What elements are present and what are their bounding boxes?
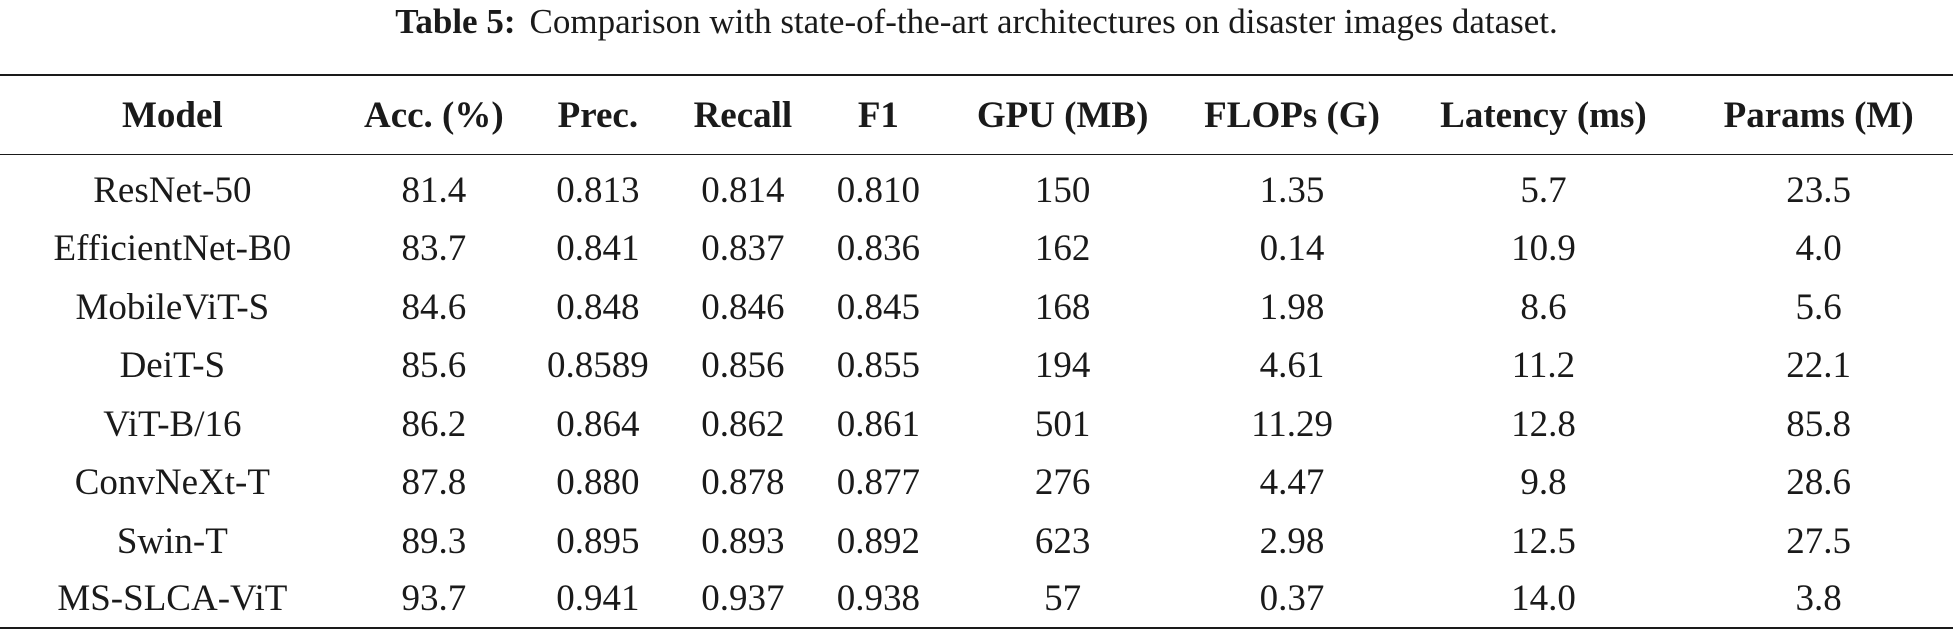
table-row: ViT-B/16 86.2 0.864 0.862 0.861 501 11.2…	[0, 395, 1953, 454]
cell-flops: 4.61	[1259, 345, 1325, 387]
cell-latency: 11.2	[1511, 345, 1576, 387]
cell-params: 5.6	[1795, 286, 1842, 328]
table-row: MobileViT-S 84.6 0.848 0.846 0.845 168 1…	[0, 278, 1953, 337]
cell-precision: 0.8589	[547, 345, 649, 387]
header-accuracy: Acc. (%)	[344, 74, 523, 155]
cell-f1: 0.892	[836, 520, 921, 562]
header-recall: Recall	[672, 74, 814, 155]
cell-params: 85.8	[1786, 403, 1852, 445]
cell-gpu: 168	[1034, 286, 1091, 328]
cell-f1: 0.861	[836, 403, 921, 445]
header-f1: F1	[813, 74, 944, 155]
table-row: EfficientNet-B0 83.7 0.841 0.837 0.836 1…	[0, 220, 1953, 279]
cell-accuracy: 85.6	[401, 345, 467, 387]
cell-precision: 0.941	[523, 570, 673, 629]
table-caption: Table 5: Comparison with state-of-the-art…	[0, 2, 1953, 42]
header-model: Model	[0, 74, 345, 155]
cell-latency: 5.7	[1520, 169, 1567, 211]
cell-gpu: 501	[1034, 403, 1091, 445]
cell-params: 3.8	[1684, 570, 1953, 629]
table-row: ResNet-50 81.4 0.813 0.814 0.810 150 1.3…	[0, 155, 1953, 220]
header-flops: FLOPs (G)	[1181, 74, 1403, 155]
cell-recall: 0.846	[701, 286, 785, 328]
cell-precision: 0.848	[556, 286, 640, 328]
cell-precision: 0.895	[556, 520, 640, 562]
cell-accuracy: 84.6	[401, 286, 467, 328]
cell-params: 28.6	[1786, 462, 1852, 504]
cell-flops: 4.47	[1259, 462, 1325, 504]
cell-latency: 12.8	[1511, 403, 1576, 445]
cell-params: 27.5	[1786, 520, 1852, 562]
cell-precision: 0.880	[556, 462, 640, 504]
cell-f1: 0.845	[836, 286, 921, 328]
cell-flops: 1.98	[1259, 286, 1325, 328]
cell-latency: 14.0	[1402, 570, 1685, 629]
cell-latency: 10.9	[1511, 228, 1576, 270]
caption-text: Comparison with state-of-the-art archite…	[529, 2, 1558, 41]
cell-model: MobileViT-S	[75, 286, 270, 328]
cell-recall: 0.837	[701, 228, 785, 270]
cell-recall: 0.862	[701, 403, 785, 445]
cell-f1: 0.938	[813, 570, 944, 629]
cell-f1: 0.877	[836, 462, 921, 504]
cell-gpu: 57	[943, 570, 1182, 629]
cell-flops: 1.35	[1259, 169, 1325, 211]
cell-f1: 0.855	[836, 345, 921, 387]
cell-gpu: 194	[1034, 345, 1091, 387]
header-latency: Latency (ms)	[1402, 74, 1685, 155]
header-gpu: GPU (MB)	[943, 74, 1182, 155]
table-row: Swin-T 89.3 0.895 0.893 0.892 623 2.98 1…	[0, 512, 1953, 571]
cell-accuracy: 89.3	[401, 520, 467, 562]
cell-model: MS-SLCA-ViT	[0, 570, 345, 629]
cell-accuracy: 81.4	[401, 169, 467, 211]
cell-flops: 0.37	[1181, 570, 1403, 629]
cell-f1: 0.810	[836, 169, 921, 211]
cell-accuracy: 83.7	[401, 228, 467, 270]
cell-latency: 12.5	[1511, 520, 1576, 562]
cell-precision: 0.813	[556, 169, 640, 211]
cell-precision: 0.864	[556, 403, 640, 445]
cell-accuracy: 93.7	[344, 570, 523, 629]
cell-recall: 0.937	[672, 570, 814, 629]
cell-latency: 8.6	[1520, 286, 1567, 328]
cell-flops: 2.98	[1259, 520, 1325, 562]
cell-recall: 0.893	[701, 520, 785, 562]
cell-recall: 0.814	[701, 169, 785, 211]
table-row: MS-SLCA-ViT 93.7 0.941 0.937 0.938 57 0.…	[0, 570, 1953, 629]
comparison-table: Model Acc. (%) Prec. Recall F1 GPU (MB) …	[0, 74, 1953, 629]
cell-recall: 0.878	[701, 462, 785, 504]
cell-model: DeiT-S	[119, 345, 226, 387]
cell-recall: 0.856	[701, 345, 785, 387]
caption-label: Table 5:	[395, 2, 516, 41]
cell-model: ViT-B/16	[103, 403, 242, 445]
header-precision: Prec.	[523, 74, 673, 155]
cell-gpu: 623	[1034, 520, 1091, 562]
cell-gpu: 276	[1034, 462, 1091, 504]
cell-f1: 0.836	[836, 228, 921, 270]
cell-precision: 0.841	[556, 228, 640, 270]
cell-model: Swin-T	[116, 520, 228, 562]
cell-gpu: 150	[1034, 169, 1091, 211]
cell-flops: 11.29	[1251, 403, 1333, 445]
cell-params: 23.5	[1786, 169, 1852, 211]
cell-accuracy: 86.2	[401, 403, 467, 445]
cell-model: ResNet-50	[93, 169, 252, 211]
cell-gpu: 162	[1034, 228, 1091, 270]
cell-latency: 9.8	[1520, 462, 1567, 504]
cell-params: 22.1	[1786, 345, 1852, 387]
table-row: ConvNeXt-T 87.8 0.880 0.878 0.877 276 4.…	[0, 454, 1953, 513]
cell-model: EfficientNet-B0	[53, 228, 292, 270]
header-params: Params (M)	[1684, 74, 1953, 155]
table-header-row: Model Acc. (%) Prec. Recall F1 GPU (MB) …	[0, 74, 1953, 155]
table-row: DeiT-S 85.6 0.8589 0.856 0.855 194 4.61 …	[0, 337, 1953, 396]
cell-model: ConvNeXt-T	[74, 462, 270, 504]
cell-params: 4.0	[1795, 228, 1842, 270]
cell-flops: 0.14	[1259, 228, 1325, 270]
cell-accuracy: 87.8	[401, 462, 467, 504]
